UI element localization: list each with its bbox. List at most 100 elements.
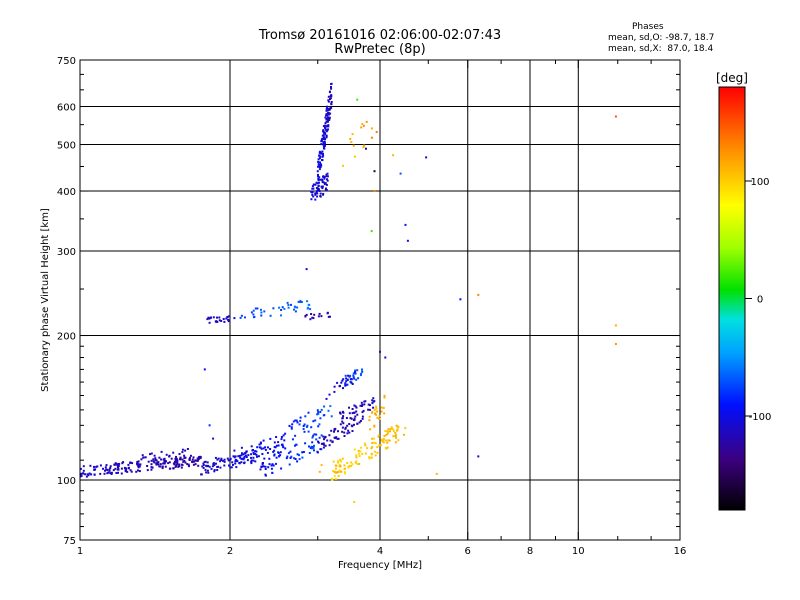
data-point (327, 315, 330, 318)
data-point (338, 469, 341, 472)
data-point (288, 463, 291, 466)
data-point (254, 460, 257, 463)
data-point (345, 417, 348, 419)
data-point (386, 432, 389, 435)
data-point (213, 464, 216, 467)
data-point (324, 133, 327, 136)
data-point (290, 455, 293, 458)
data-point (301, 451, 304, 454)
data-point (160, 458, 163, 461)
data-point (372, 437, 375, 440)
data-point (120, 472, 123, 475)
data-point (375, 413, 378, 416)
data-point (316, 182, 319, 185)
data-point (327, 409, 330, 412)
data-point (197, 464, 200, 467)
data-point (317, 160, 320, 163)
data-point (202, 466, 205, 469)
data-point (370, 230, 373, 233)
data-point (324, 128, 327, 131)
data-point (329, 112, 332, 115)
data-point (311, 447, 313, 450)
data-point (277, 441, 280, 444)
data-point (331, 478, 334, 481)
data-point (298, 458, 301, 461)
data-point (328, 434, 331, 437)
data-point (275, 462, 277, 465)
data-point (117, 467, 120, 470)
data-point (312, 195, 315, 198)
data-point (106, 472, 109, 475)
data-point (323, 132, 326, 135)
data-point (208, 321, 211, 324)
data-point (216, 316, 218, 319)
data-point (273, 449, 276, 452)
data-point (220, 459, 223, 461)
data-point (353, 377, 356, 380)
data-point (327, 95, 330, 98)
data-point (375, 410, 378, 413)
data-point (361, 370, 364, 373)
data-point (352, 372, 355, 375)
chart-title: Tromsø 20161016 02:06:00-02:07:43 (258, 28, 502, 43)
data-point (137, 464, 140, 467)
data-point (178, 453, 181, 455)
data-point (232, 463, 234, 466)
data-point (328, 91, 331, 94)
data-point (330, 103, 333, 106)
data-point (342, 378, 345, 381)
data-point (311, 185, 314, 188)
data-point (256, 446, 259, 449)
data-point (326, 179, 329, 182)
data-point (305, 313, 308, 316)
data-point (357, 449, 360, 452)
data-point (319, 411, 322, 413)
data-point (294, 310, 297, 313)
data-point (109, 465, 112, 468)
data-point (254, 307, 257, 310)
data-point (341, 457, 344, 460)
data-point (366, 447, 369, 450)
data-point (227, 318, 229, 321)
data-point (269, 314, 272, 317)
data-point (117, 471, 119, 474)
data-point (275, 436, 278, 438)
data-point (168, 461, 171, 464)
data-point (312, 317, 315, 320)
data-point (326, 106, 329, 109)
data-point (384, 439, 387, 442)
data-point (325, 120, 328, 123)
x-tick-label: 10 (572, 546, 585, 557)
data-point (159, 465, 162, 468)
data-point (330, 87, 333, 90)
data-point (351, 133, 354, 136)
data-point (323, 177, 326, 180)
data-point (150, 459, 153, 462)
data-point (324, 436, 326, 439)
x-tick-label: 1 (77, 546, 83, 557)
data-point (331, 441, 334, 444)
data-point (358, 421, 361, 424)
data-point (152, 458, 155, 461)
data-point (388, 439, 391, 442)
data-point (262, 462, 264, 464)
data-point (241, 457, 244, 460)
data-point (123, 466, 126, 469)
data-point (212, 437, 215, 440)
data-point (360, 372, 363, 375)
data-point (326, 439, 329, 442)
data-point (282, 434, 285, 437)
data-point (341, 426, 344, 429)
data-point (384, 430, 387, 433)
data-point (99, 472, 102, 475)
data-point (279, 451, 282, 454)
data-point (343, 464, 346, 467)
data-point (205, 464, 208, 467)
data-point (138, 463, 141, 466)
data-point (308, 445, 310, 448)
data-point (353, 501, 356, 503)
data-point (279, 454, 282, 457)
y-tick-label: 300 (57, 247, 76, 258)
data-point (402, 433, 405, 436)
data-point (228, 464, 230, 467)
